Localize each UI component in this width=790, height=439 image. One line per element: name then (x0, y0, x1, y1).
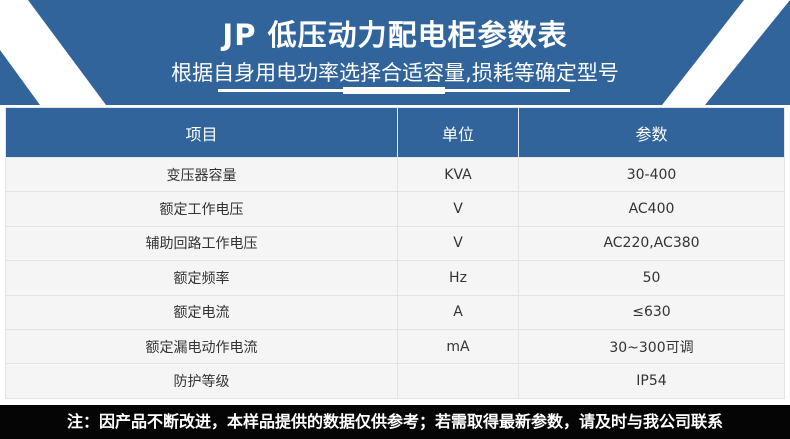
cell-value: 50 (518, 260, 785, 296)
cell-unit: V (397, 225, 519, 262)
cell-item: 辅助回路工作电压 (5, 225, 398, 262)
cell-item: 额定频率 (5, 260, 398, 296)
table-row: 额定频率 Hz 50 (5, 260, 785, 296)
table-row: 额定工作电压 V AC400 (5, 191, 785, 227)
table-row: 防护等级 IP54 (5, 363, 785, 399)
cell-value: ≤630 (518, 294, 785, 330)
cell-item: 变压器容量 (5, 156, 398, 193)
cell-value: IP54 (518, 363, 785, 399)
cell-item: 额定电流 (5, 294, 398, 330)
cell-unit: A (397, 294, 519, 330)
cell-item: 额定漏电动作电流 (5, 328, 398, 365)
divider-accent (343, 87, 445, 94)
header-unit: 单位 (397, 107, 519, 158)
parameter-table: 项目 单位 参数 变压器容量 KVA 30-400 额定工作电压 V AC400 辅助回路工… (5, 107, 785, 399)
cell-unit: KVA (397, 156, 519, 193)
table-row: 变压器容量 KVA 30-400 (5, 156, 785, 193)
header-value: 参数 (518, 107, 785, 158)
cell-item: 防护等级 (5, 363, 398, 399)
cell-unit: mA (397, 328, 519, 365)
banner: JP 低压动力配电柜参数表 根据自身用电功率选择合适容量,损耗等确定型号 (0, 0, 790, 105)
cell-value: AC220,AC380 (518, 225, 785, 262)
table-row: 辅助回路工作电压 V AC220,AC380 (5, 225, 785, 262)
table-header-row: 项目 单位 参数 (5, 107, 785, 158)
cell-value: AC400 (518, 191, 785, 227)
header-item: 项目 (5, 107, 398, 158)
cell-unit: Hz (397, 260, 519, 296)
page-title: JP 低压动力配电柜参数表 (222, 18, 568, 52)
footer-note: 注：因产品不断改进，本样品提供的数据仅供参考；若需取得最新参数，请及时与我公司联… (0, 405, 790, 439)
cell-unit (397, 363, 519, 399)
page-subtitle: 根据自身用电功率选择合适容量,损耗等确定型号 (171, 61, 619, 85)
cell-item: 额定工作电压 (5, 191, 398, 227)
cell-value: 30-400 (518, 156, 785, 193)
cell-unit: V (397, 191, 519, 227)
table-row: 额定电流 A ≤630 (5, 294, 785, 330)
cell-value: 30~300可调 (518, 328, 785, 365)
table-row: 额定漏电动作电流 mA 30~300可调 (5, 328, 785, 365)
